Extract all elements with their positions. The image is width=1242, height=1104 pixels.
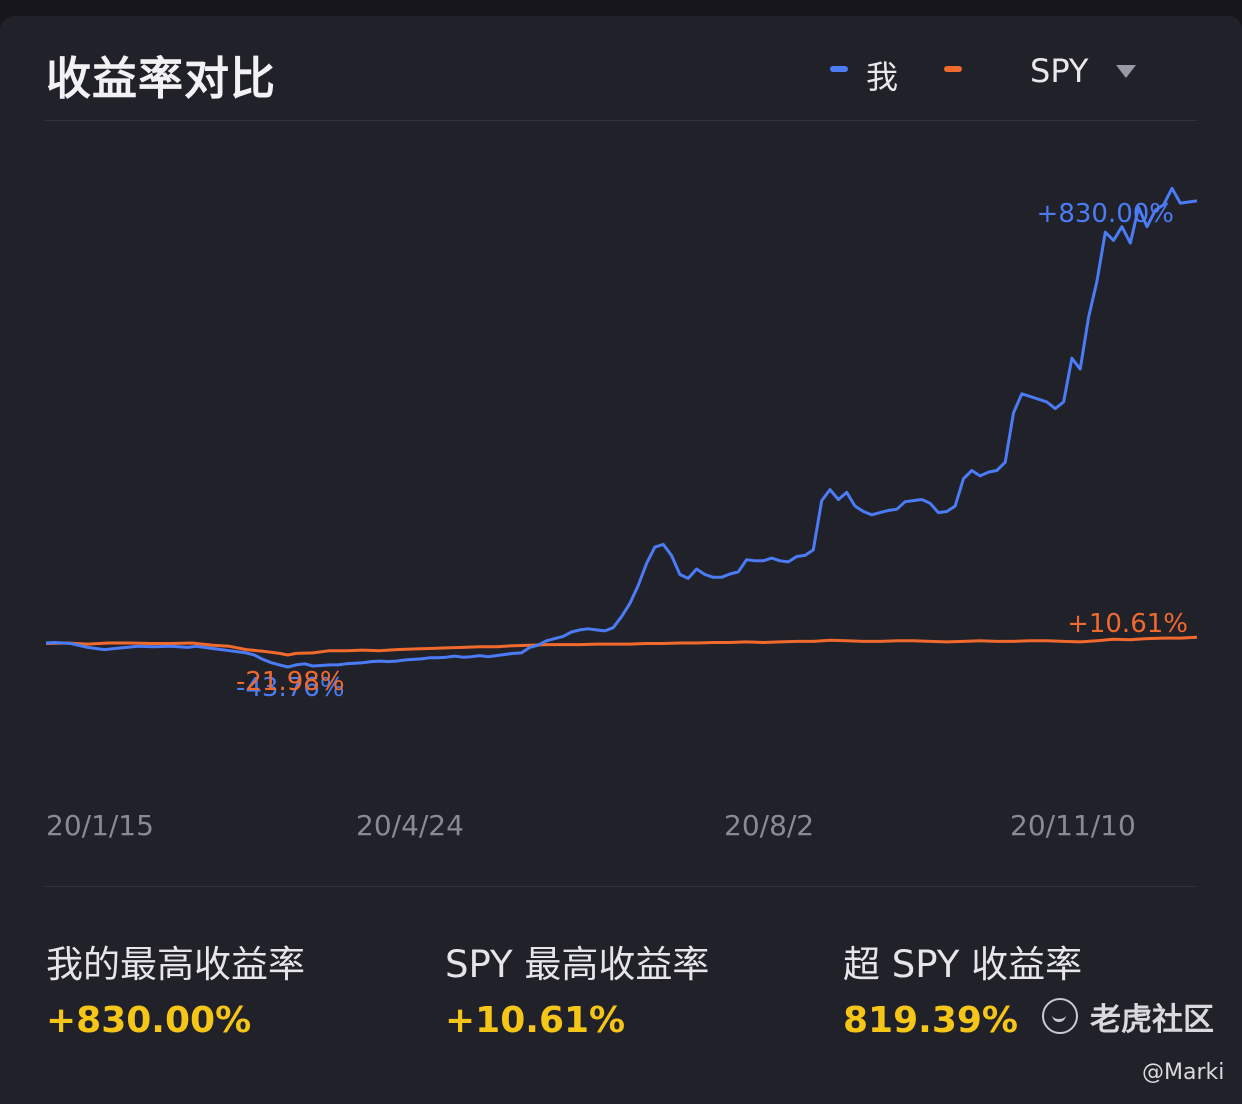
tiger-community-icon — [1042, 998, 1078, 1034]
benchmark-dropdown[interactable]: SPY — [1030, 52, 1170, 92]
legend-me-swatch — [830, 66, 848, 72]
returns-line-chart: 20/1/15 20/4/24 20/8/2 20/11/10 +830.00% -43.… — [45, 186, 1198, 842]
stat-my-max-return-label: 我的最高收益率 — [46, 943, 305, 986]
series-line-me — [45, 186, 1198, 669]
legend-benchmark-swatch — [944, 66, 962, 72]
series-line-spy — [45, 635, 1198, 657]
x-tick-label: 20/11/10 — [1010, 809, 1136, 842]
chart-divider — [45, 886, 1197, 887]
data-label: -21.98% — [236, 667, 345, 697]
chevron-down-icon — [1116, 65, 1136, 78]
data-label: -43.76% — [236, 673, 345, 703]
chart-legend: 我 SPY — [830, 52, 1170, 96]
watermark-credit: @Marki — [1142, 1060, 1225, 1085]
stat-excess-return-value: 819.39% — [843, 1000, 1018, 1041]
x-tick-label: 20/1/15 — [46, 809, 154, 842]
x-tick-label: 20/8/2 — [724, 809, 814, 842]
watermark: 老虎社区 — [1042, 994, 1232, 1044]
data-label: +830.00% — [1037, 199, 1174, 229]
legend-me-label: 我 — [866, 58, 899, 96]
stat-my-max-return-value: +830.00% — [46, 1000, 252, 1041]
header-divider — [45, 120, 1197, 121]
returns-comparison-card: 收益率对比 我 SPY 我的最高收益率 +830.00% SPY 最高收益率 +… — [0, 16, 1242, 1104]
page-title: 收益率对比 — [46, 52, 277, 105]
data-label: +10.61% — [1067, 609, 1188, 639]
stat-excess-return-label: 超 SPY 收益率 — [843, 943, 1083, 986]
x-tick-label: 20/4/24 — [356, 809, 464, 842]
watermark-brand: 老虎社区 — [1090, 1002, 1214, 1038]
stat-spy-max-return-value: +10.61% — [445, 1000, 626, 1041]
benchmark-selected-label: SPY — [1030, 52, 1089, 90]
stat-spy-max-return-label: SPY 最高收益率 — [445, 943, 710, 986]
